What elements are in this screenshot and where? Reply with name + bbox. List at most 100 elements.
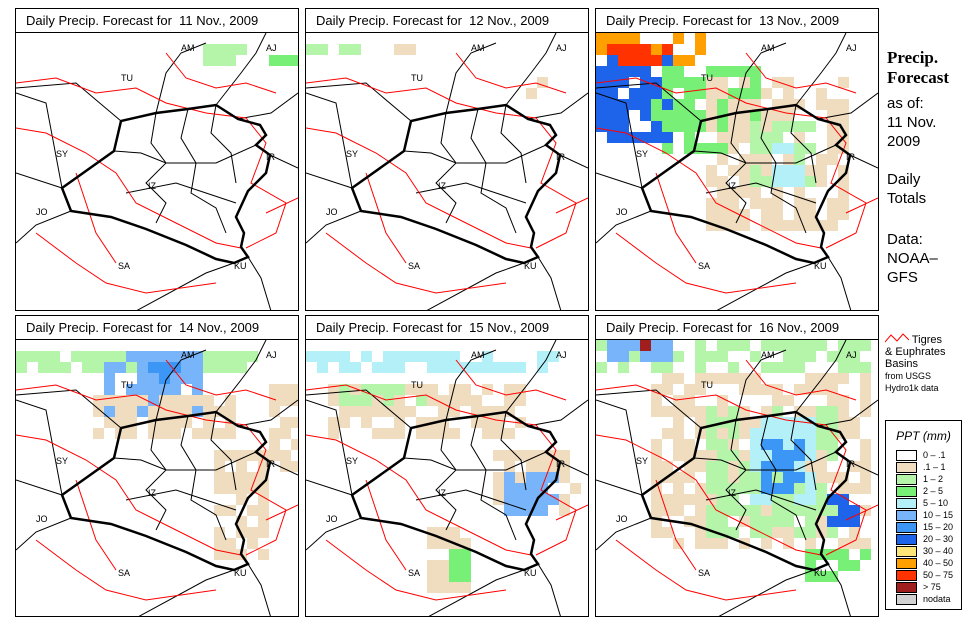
precip-cell bbox=[537, 472, 548, 483]
precip-cell bbox=[772, 362, 783, 373]
precip-cell bbox=[137, 395, 148, 406]
basin-legend: Tigres & Euphrates Basins from USGS Hydr… bbox=[884, 333, 946, 393]
boundary-line bbox=[505, 340, 557, 413]
precip-cell bbox=[339, 44, 350, 55]
precip-cell bbox=[640, 351, 651, 362]
precip-cell bbox=[706, 516, 717, 527]
precip-cell bbox=[816, 88, 827, 99]
boundary-line bbox=[596, 82, 702, 122]
precip-cell bbox=[794, 99, 805, 110]
precip-cell bbox=[662, 121, 673, 132]
precip-cell bbox=[192, 395, 203, 406]
legend-swatch bbox=[896, 521, 917, 533]
country-label: TU bbox=[701, 73, 713, 83]
precip-cell bbox=[662, 527, 673, 538]
precip-cell bbox=[291, 395, 298, 406]
precip-cell bbox=[849, 516, 860, 527]
precip-cell bbox=[416, 384, 427, 395]
boundary-line bbox=[306, 479, 353, 496]
precip-cell bbox=[629, 33, 640, 44]
precip-cell bbox=[816, 450, 827, 461]
precip-cell bbox=[126, 395, 137, 406]
precip-cell bbox=[772, 494, 783, 505]
precip-cell bbox=[280, 395, 291, 406]
precip-cell bbox=[761, 88, 772, 99]
precip-cell bbox=[515, 450, 526, 461]
precip-cell bbox=[849, 362, 860, 373]
precip-cell bbox=[750, 187, 761, 198]
precip-cell bbox=[104, 406, 115, 417]
precip-cell bbox=[548, 494, 559, 505]
precip-cell bbox=[280, 417, 291, 428]
boundary-line bbox=[145, 419, 167, 531]
precip-cell bbox=[640, 99, 651, 110]
precip-cell bbox=[471, 395, 482, 406]
country-label: IR bbox=[846, 459, 856, 469]
boundary-line bbox=[426, 262, 525, 310]
precip-cell bbox=[761, 154, 772, 165]
precip-cell bbox=[805, 472, 816, 483]
precip-cell bbox=[706, 88, 717, 99]
legend-swatch bbox=[896, 569, 917, 581]
precip-cell bbox=[247, 450, 258, 461]
precip-cell bbox=[739, 187, 750, 198]
country-label: SA bbox=[408, 261, 420, 271]
boundary-line bbox=[596, 210, 652, 244]
precip-cell bbox=[38, 362, 49, 373]
precip-cell bbox=[618, 55, 629, 66]
precip-cell bbox=[449, 549, 460, 560]
precip-cell bbox=[717, 176, 728, 187]
precip-cell bbox=[427, 351, 438, 362]
legend-title: PPT (mm) bbox=[896, 429, 951, 443]
precip-cell bbox=[750, 450, 761, 461]
precip-cell bbox=[684, 516, 695, 527]
precip-cell bbox=[761, 143, 772, 154]
precip-cell bbox=[493, 417, 504, 428]
precip-cell bbox=[739, 340, 750, 351]
legend-item: 10 – 15 bbox=[896, 509, 961, 521]
precip-cell bbox=[761, 428, 772, 439]
precip-cell bbox=[559, 505, 570, 516]
precip-cell bbox=[537, 77, 548, 88]
precip-cell bbox=[618, 44, 629, 55]
precip-cell bbox=[504, 450, 515, 461]
precip-cell bbox=[816, 99, 827, 110]
precip-cell bbox=[126, 384, 137, 395]
precip-cell bbox=[783, 472, 794, 483]
precip-cell bbox=[827, 505, 838, 516]
precip-cell bbox=[317, 44, 328, 55]
precip-cell bbox=[838, 110, 849, 121]
precip-cell bbox=[350, 362, 361, 373]
precip-cell bbox=[460, 549, 471, 560]
precip-cell bbox=[783, 439, 794, 450]
precip-cell bbox=[126, 362, 137, 373]
precip-cell bbox=[673, 121, 684, 132]
precip-cell bbox=[596, 340, 607, 351]
precip-cell bbox=[214, 461, 225, 472]
precip-cell bbox=[706, 110, 717, 121]
precip-cell bbox=[460, 384, 471, 395]
boundary-line bbox=[596, 172, 643, 189]
precip-cell bbox=[794, 505, 805, 516]
precip-cell bbox=[159, 373, 170, 384]
boundary-line bbox=[145, 112, 167, 224]
precip-cell bbox=[750, 66, 761, 77]
precip-cell bbox=[394, 44, 405, 55]
precip-cell bbox=[684, 55, 695, 66]
precip-cell bbox=[258, 516, 269, 527]
country-label: TU bbox=[121, 73, 133, 83]
precip-cell bbox=[258, 461, 269, 472]
precip-cell bbox=[695, 340, 706, 351]
country-label: IR bbox=[266, 152, 276, 162]
precip-cell bbox=[783, 450, 794, 461]
precip-cell bbox=[695, 373, 706, 384]
precip-cell bbox=[816, 428, 827, 439]
boundary-line bbox=[445, 42, 497, 114]
precip-cell bbox=[827, 132, 838, 143]
iraq-border bbox=[350, 103, 562, 265]
precip-cell bbox=[761, 472, 772, 483]
precip-cell bbox=[728, 198, 739, 209]
boundary-line bbox=[180, 415, 227, 541]
precip-cell bbox=[640, 55, 651, 66]
precip-cell bbox=[794, 428, 805, 439]
